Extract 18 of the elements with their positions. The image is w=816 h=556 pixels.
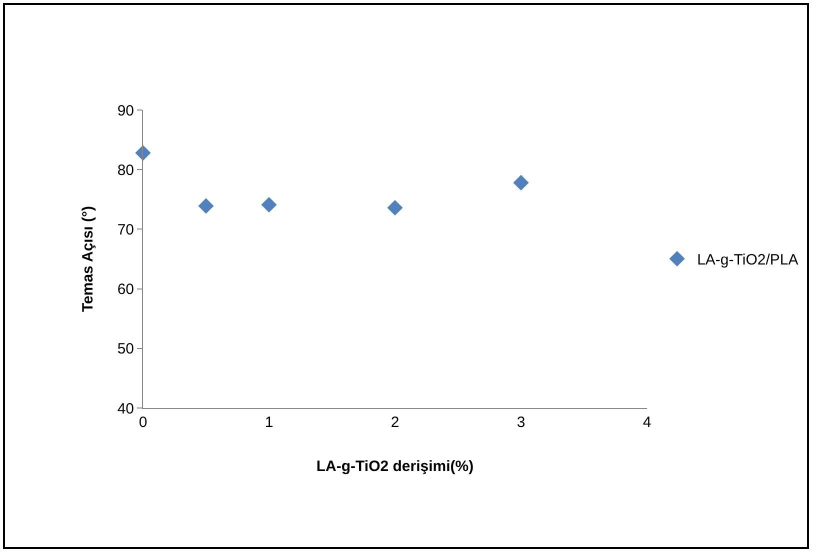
x-tick-label: 1	[264, 414, 274, 431]
x-axis-title: LA-g-TiO2 derişimi(%)	[316, 458, 474, 475]
x-tick-label: 2	[390, 414, 400, 431]
y-tick-label: 60	[117, 281, 134, 298]
y-tick-label: 40	[117, 400, 134, 418]
x-tick-label: 0	[138, 414, 148, 431]
x-tick-label: 3	[516, 414, 526, 431]
y-tick-label: 80	[117, 162, 134, 179]
point	[513, 174, 529, 191]
point	[261, 196, 277, 213]
y-axis-title: Temas Açısı (°)	[80, 206, 97, 312]
y-tick-label: 70	[117, 221, 134, 238]
legend-label: LA-g-TiO2/PLA	[697, 252, 798, 269]
point	[387, 200, 403, 216]
point	[198, 198, 214, 214]
x-tick-label: 4	[642, 414, 652, 431]
y-tick-label: 50	[117, 340, 134, 358]
y-tick-label: 90	[117, 102, 134, 120]
